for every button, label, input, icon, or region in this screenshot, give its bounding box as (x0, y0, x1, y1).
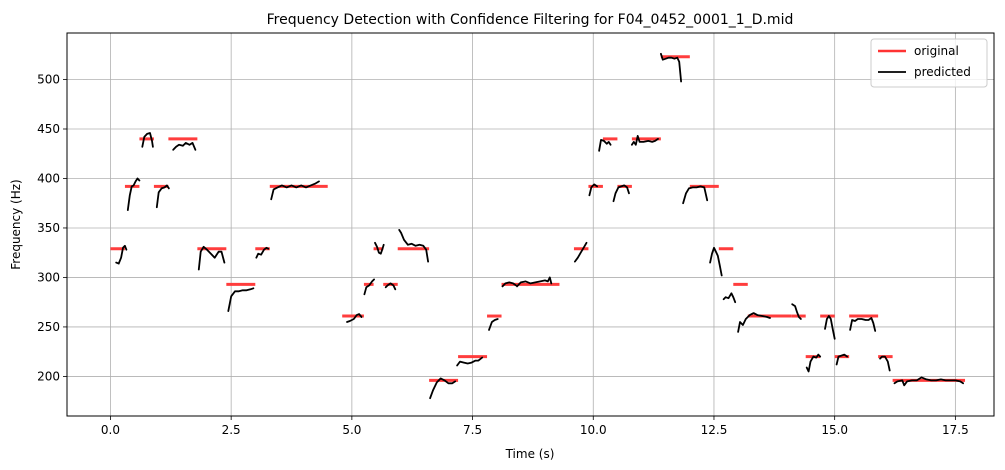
predicted-pitch-segment (384, 282, 397, 291)
predicted-pitch-segment (709, 246, 723, 277)
x-tick-label: 15.0 (821, 423, 848, 437)
grid (67, 33, 994, 416)
predicted-pitch-segment (737, 312, 771, 333)
predicted-pitch-segment (849, 317, 877, 332)
predicted-pitch-segment (631, 134, 659, 146)
predicted-pitch-segment (835, 353, 849, 366)
predicted-pitch-segment (115, 244, 128, 265)
predicted-pitch-segment (879, 355, 891, 372)
predicted-pitch-segment (255, 246, 270, 259)
predicted-pitch-segment (893, 376, 964, 387)
predicted-pitch-segment (516, 276, 553, 288)
x-tick-label: 2.5 (222, 423, 241, 437)
predicted-pitch-segment (155, 184, 170, 209)
predicted-pitch-segment (374, 241, 385, 255)
x-tick-label: 17.5 (942, 423, 969, 437)
y-tick-label: 250 (37, 320, 60, 334)
predicted-pitch-segment (805, 353, 822, 373)
y-tick-label: 450 (37, 122, 60, 136)
predicted-pitch-segment (227, 287, 255, 313)
predicted-pitch-segment (126, 177, 141, 212)
predicted-pitch-segment (363, 278, 376, 296)
predicted-pitch-segment (660, 52, 682, 83)
y-axis-label: Frequency (Hz) (9, 179, 23, 270)
predicted-pitch-segment (270, 180, 320, 201)
y-tick-label: 400 (37, 171, 60, 185)
x-tick-label: 5.0 (342, 423, 361, 437)
predicted-pitch-segment (197, 245, 226, 271)
predicted-pitch-segment (612, 184, 630, 203)
x-tick-label: 10.0 (580, 423, 607, 437)
predicted-pitch-segment (398, 228, 430, 263)
legend: original predicted (870, 38, 988, 88)
predicted-pitch-segment (429, 377, 457, 400)
plot-frame (66, 32, 995, 417)
predicted-pitch-segment (588, 183, 598, 197)
x-tick-label: 7.5 (463, 423, 482, 437)
predicted-pitch-segment (824, 315, 836, 340)
y-tick-label: 350 (37, 221, 60, 235)
predicted-pitch-segment (488, 318, 499, 331)
x-tick-label: 12.5 (701, 423, 728, 437)
predicted-pitch-segment (141, 132, 154, 148)
legend-predicted-label: predicted (914, 65, 971, 79)
y-axis: 200 250 300 350 400 450 500 (37, 73, 67, 383)
x-axis: 0.0 2.5 5.0 7.5 10.0 12.5 15.0 17.5 (101, 416, 969, 437)
y-tick-label: 300 (37, 270, 60, 284)
predicted-pitch-segment (456, 356, 484, 367)
predicted-pitch-segment (172, 141, 197, 151)
predicted-pitch-segment (574, 241, 588, 263)
x-tick-label: 0.0 (101, 423, 120, 437)
predicted-pitch-segment (791, 303, 802, 320)
predicted-pitch-segment (682, 185, 709, 205)
predicted-series (115, 52, 964, 400)
y-tick-label: 200 (37, 369, 60, 383)
legend-original-label: original (914, 44, 959, 58)
chart-title: Frequency Detection with Confidence Filt… (267, 12, 794, 28)
x-axis-label: Time (s) (505, 447, 555, 461)
predicted-pitch-segment (501, 281, 517, 288)
predicted-pitch-segment (346, 313, 363, 323)
y-tick-label: 500 (37, 73, 60, 87)
predicted-pitch-segment (598, 138, 612, 152)
predicted-pitch-segment (722, 292, 737, 304)
